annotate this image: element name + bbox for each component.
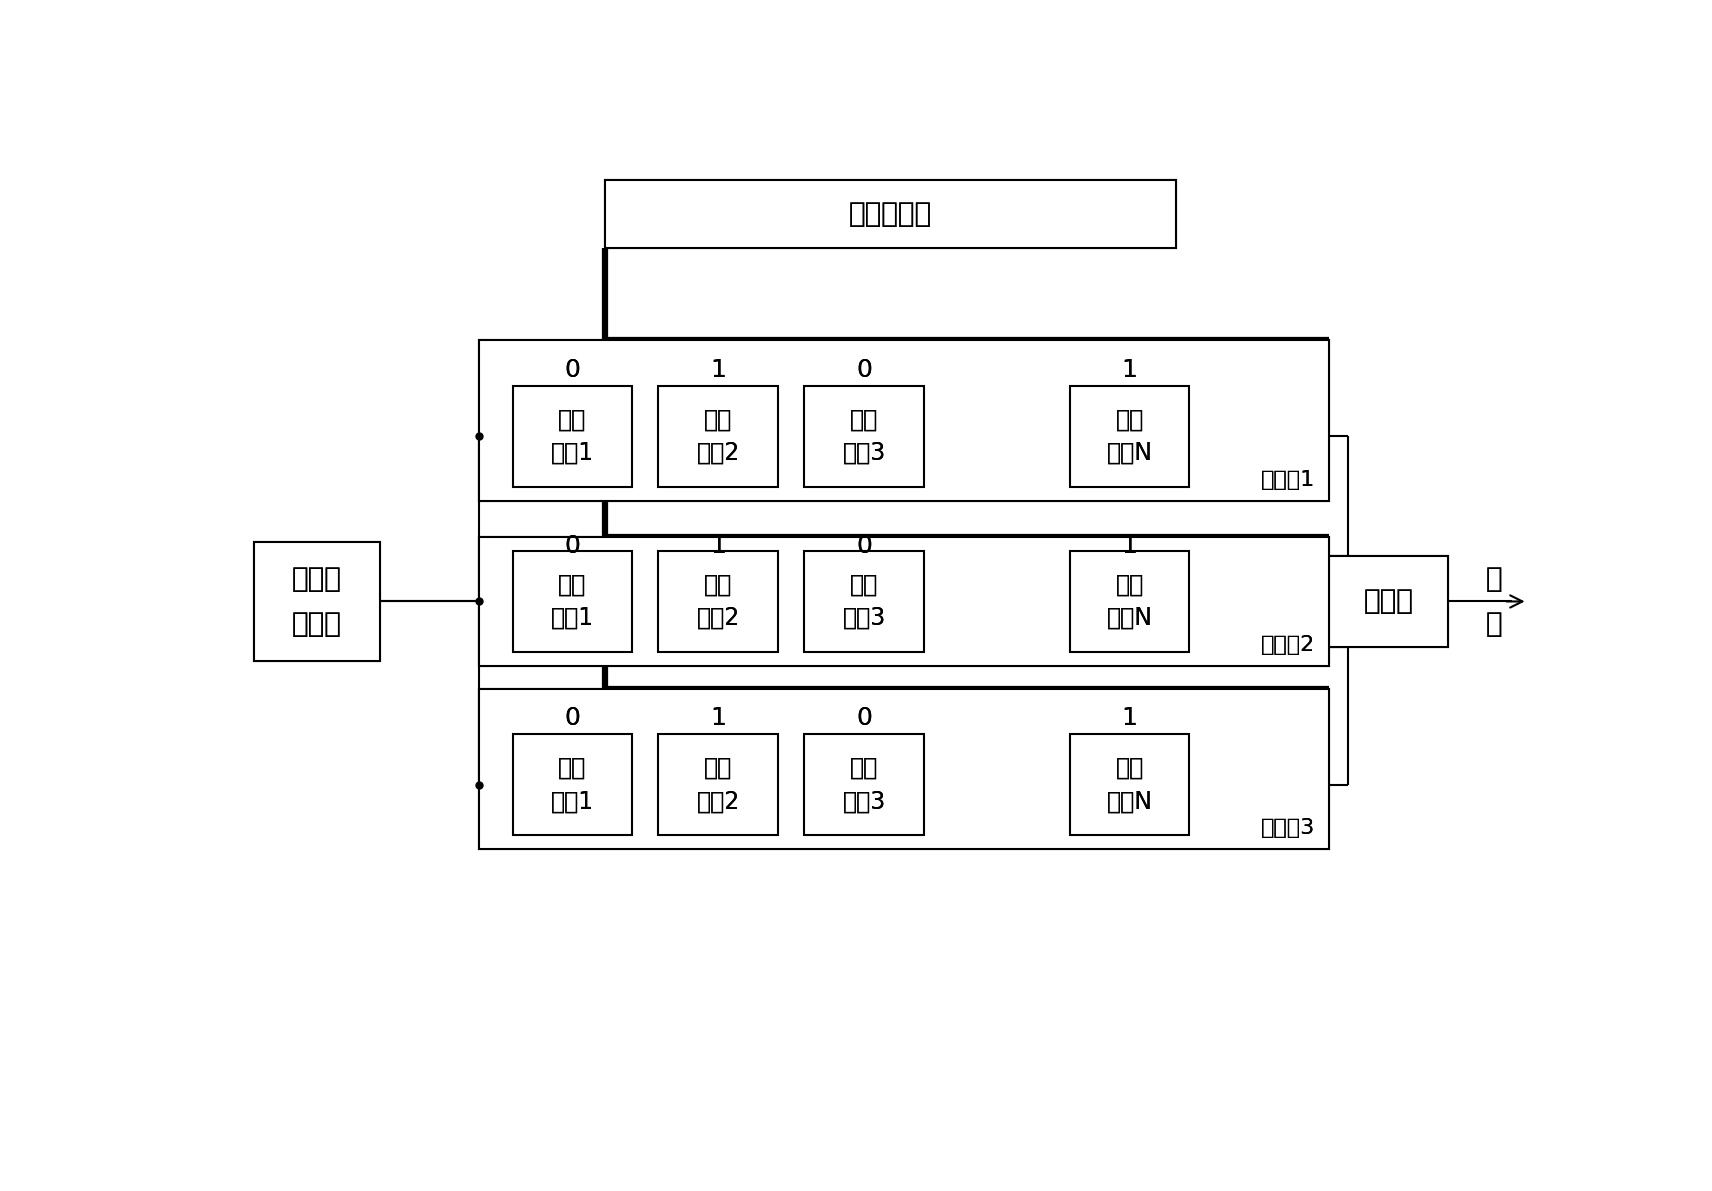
Text: 延时
节点3: 延时 节点3 <box>842 407 885 466</box>
Text: 延时
节点N: 延时 节点N <box>1106 573 1152 630</box>
Bar <box>512 551 632 651</box>
Bar <box>253 542 380 661</box>
Text: 延时
节点2: 延时 节点2 <box>697 573 740 630</box>
Bar <box>479 341 1329 500</box>
Text: 延时链2: 延时链2 <box>1262 635 1315 655</box>
Text: 延时
节点N: 延时 节点N <box>1106 756 1152 813</box>
Bar <box>1070 735 1190 835</box>
Text: 1: 1 <box>710 357 726 382</box>
Text: 仲裁器: 仲裁器 <box>1363 587 1412 616</box>
Text: 延时链1: 延时链1 <box>1262 469 1315 490</box>
Bar <box>1070 735 1190 835</box>
Text: 挑战发生器: 挑战发生器 <box>849 200 933 227</box>
Text: 延时链3: 延时链3 <box>1262 818 1315 838</box>
Bar <box>606 180 1176 249</box>
Text: 延时
节点N: 延时 节点N <box>1106 573 1152 630</box>
Bar <box>805 735 924 835</box>
Bar <box>659 386 777 487</box>
Text: 0: 0 <box>565 535 580 559</box>
Text: 0: 0 <box>856 535 871 559</box>
Text: 延时
节点N: 延时 节点N <box>1106 407 1152 466</box>
Bar <box>479 688 1329 849</box>
Text: 延时
节点1: 延时 节点1 <box>551 756 594 813</box>
Bar <box>479 688 1329 849</box>
Text: 1: 1 <box>1121 535 1137 559</box>
Bar <box>1070 551 1190 651</box>
Text: 延时
节点N: 延时 节点N <box>1106 407 1152 466</box>
Text: 响
应: 响 应 <box>1486 565 1503 638</box>
Bar <box>479 537 1329 666</box>
Text: 1: 1 <box>710 357 726 382</box>
Text: 延时
节点1: 延时 节点1 <box>551 407 594 466</box>
Bar <box>659 386 777 487</box>
Text: 挑战发生器: 挑战发生器 <box>849 200 933 227</box>
Text: 延时
节点2: 延时 节点2 <box>697 573 740 630</box>
Bar <box>606 180 1176 249</box>
Text: 上升沿
发生器: 上升沿 发生器 <box>291 565 342 638</box>
Bar <box>659 551 777 651</box>
Text: 0: 0 <box>856 357 871 382</box>
Bar <box>479 537 1329 666</box>
Bar <box>512 386 632 487</box>
Text: 1: 1 <box>1121 535 1137 559</box>
Bar <box>1070 386 1190 487</box>
Bar <box>1070 551 1190 651</box>
Text: 延时链3: 延时链3 <box>1262 818 1315 838</box>
Bar <box>1329 556 1448 648</box>
Bar <box>253 542 380 661</box>
Text: 延时
节点2: 延时 节点2 <box>697 407 740 466</box>
Text: 1: 1 <box>1121 706 1137 730</box>
Text: 延时
节点3: 延时 节点3 <box>842 756 885 813</box>
Text: 延时
节点3: 延时 节点3 <box>842 756 885 813</box>
Text: 仲裁器: 仲裁器 <box>1363 587 1412 616</box>
Text: 延时
节点2: 延时 节点2 <box>697 756 740 813</box>
Bar <box>512 735 632 835</box>
Text: 延时
节点2: 延时 节点2 <box>697 407 740 466</box>
Bar <box>805 735 924 835</box>
Text: 延时
节点3: 延时 节点3 <box>842 573 885 630</box>
Bar <box>1070 386 1190 487</box>
Text: 0: 0 <box>565 357 580 382</box>
Text: 响
应: 响 应 <box>1486 565 1503 638</box>
Text: 延时
节点1: 延时 节点1 <box>551 756 594 813</box>
Bar <box>805 386 924 487</box>
Text: 0: 0 <box>565 535 580 559</box>
Bar <box>512 551 632 651</box>
Text: 延时
节点3: 延时 节点3 <box>842 573 885 630</box>
Text: 0: 0 <box>856 535 871 559</box>
Text: 延时
节点1: 延时 节点1 <box>551 573 594 630</box>
Bar <box>479 341 1329 500</box>
Text: 1: 1 <box>1121 357 1137 382</box>
Bar <box>805 551 924 651</box>
Text: 0: 0 <box>565 706 580 730</box>
Bar <box>512 735 632 835</box>
Text: 1: 1 <box>1121 357 1137 382</box>
Bar <box>1329 556 1448 648</box>
Text: 延时链1: 延时链1 <box>1262 469 1315 490</box>
Text: 延时链2: 延时链2 <box>1262 635 1315 655</box>
Bar <box>659 735 777 835</box>
Text: 0: 0 <box>565 357 580 382</box>
Text: 1: 1 <box>1121 706 1137 730</box>
Text: 延时
节点1: 延时 节点1 <box>551 573 594 630</box>
Bar <box>512 386 632 487</box>
Text: 0: 0 <box>856 357 871 382</box>
Bar <box>659 735 777 835</box>
Text: 延时
节点N: 延时 节点N <box>1106 756 1152 813</box>
Text: 1: 1 <box>710 535 726 559</box>
Text: 0: 0 <box>565 706 580 730</box>
Text: 1: 1 <box>710 535 726 559</box>
Text: 延时
节点2: 延时 节点2 <box>697 756 740 813</box>
Text: 延时
节点1: 延时 节点1 <box>551 407 594 466</box>
Text: 上升沿
发生器: 上升沿 发生器 <box>291 565 342 638</box>
Bar <box>659 551 777 651</box>
Text: 1: 1 <box>710 706 726 730</box>
Bar <box>805 386 924 487</box>
Text: 0: 0 <box>856 706 871 730</box>
Bar <box>805 551 924 651</box>
Text: 0: 0 <box>856 706 871 730</box>
Text: 延时
节点3: 延时 节点3 <box>842 407 885 466</box>
Text: 1: 1 <box>710 706 726 730</box>
